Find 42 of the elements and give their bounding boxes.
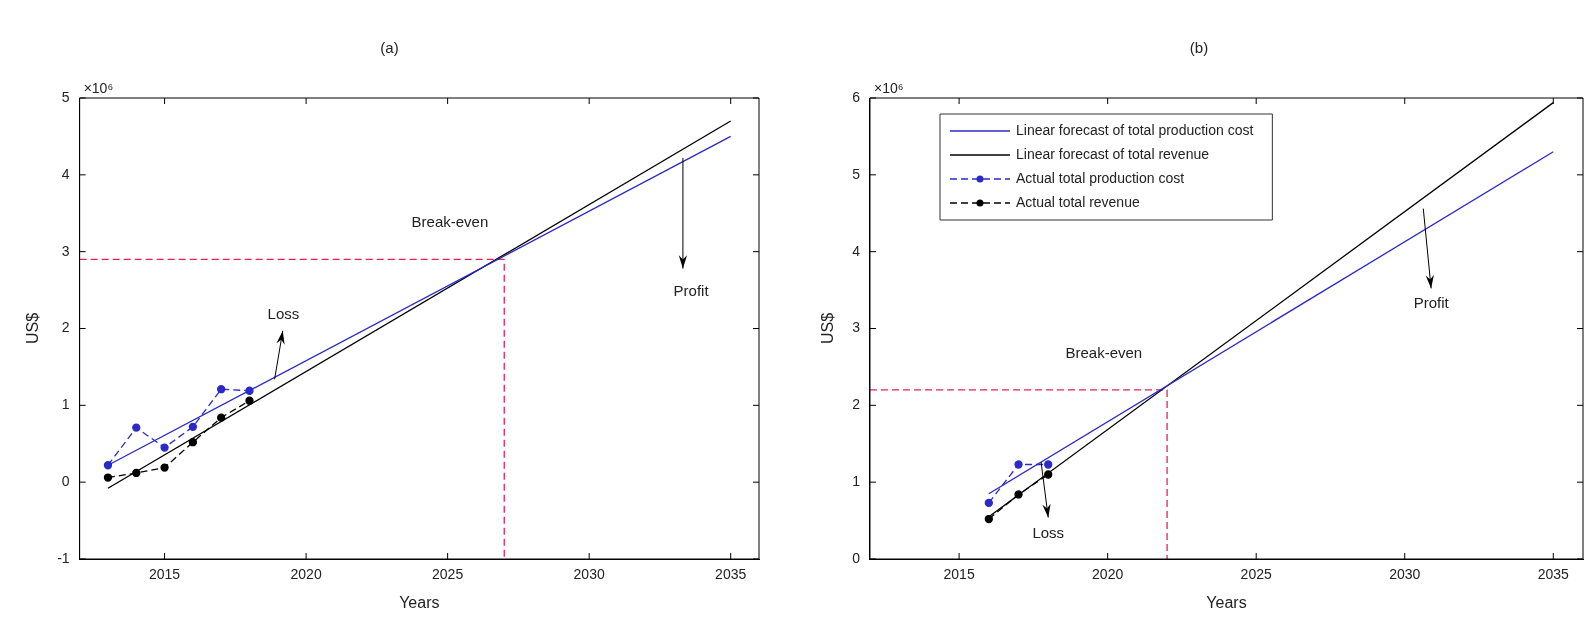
chart-title: (a) xyxy=(380,39,399,57)
y-tick-label: 4 xyxy=(61,165,70,182)
text: ×10⁶ xyxy=(83,79,114,96)
y-tick-label: 5 xyxy=(61,88,70,105)
x-axis-title: Years xyxy=(1206,593,1247,611)
y-tick-label: 4 xyxy=(852,242,861,259)
text: ×10⁶ xyxy=(873,79,904,96)
annotation: Break-even xyxy=(1065,343,1143,361)
y-tick-label: 2 xyxy=(61,319,70,336)
x-tick-label: 2030 xyxy=(573,566,605,583)
y-tick-label: 6 xyxy=(852,88,861,105)
y-tick-label: 1 xyxy=(61,396,70,413)
y-axis-title: US$ xyxy=(24,312,42,345)
y-tick-label: -1 xyxy=(57,549,70,566)
legend-label: Linear forecast of total revenue xyxy=(1015,145,1210,162)
y-tick-label: 3 xyxy=(61,242,70,259)
annotation: Profit xyxy=(673,281,710,299)
x-tick-label: 2030 xyxy=(1389,566,1421,583)
chart-title: (b) xyxy=(1189,39,1209,57)
annotation: Loss xyxy=(1032,523,1065,541)
x-tick-label: 2025 xyxy=(432,566,464,583)
legend-label: Actual total production cost xyxy=(1015,169,1185,186)
legend-label: Actual total revenue xyxy=(1015,193,1140,210)
x-axis-title: Years xyxy=(399,593,440,611)
y-tick-label: 0 xyxy=(852,549,861,566)
y-tick-label: 5 xyxy=(852,165,861,182)
y-tick-label: 2 xyxy=(852,396,861,413)
annotation: Profit xyxy=(1413,293,1450,311)
x-tick-label: 2035 xyxy=(1537,566,1570,583)
x-tick-label: 2020 xyxy=(290,566,322,583)
x-tick-label: 2015 xyxy=(943,566,975,583)
y-axis-title: US$ xyxy=(819,312,837,345)
y-tick-label: 1 xyxy=(852,473,861,490)
x-tick-label: 2035 xyxy=(715,566,747,583)
x-tick-label: 2020 xyxy=(1092,566,1124,583)
y-tick-label: 3 xyxy=(852,319,861,336)
legend-label: Linear forecast of total production cost xyxy=(1015,121,1254,138)
annotation: Loss xyxy=(267,304,300,322)
x-tick-label: 2015 xyxy=(148,566,181,583)
annotation: Break-even xyxy=(411,212,489,230)
x-tick-label: 2025 xyxy=(1240,566,1272,583)
y-tick-label: 0 xyxy=(61,473,70,490)
